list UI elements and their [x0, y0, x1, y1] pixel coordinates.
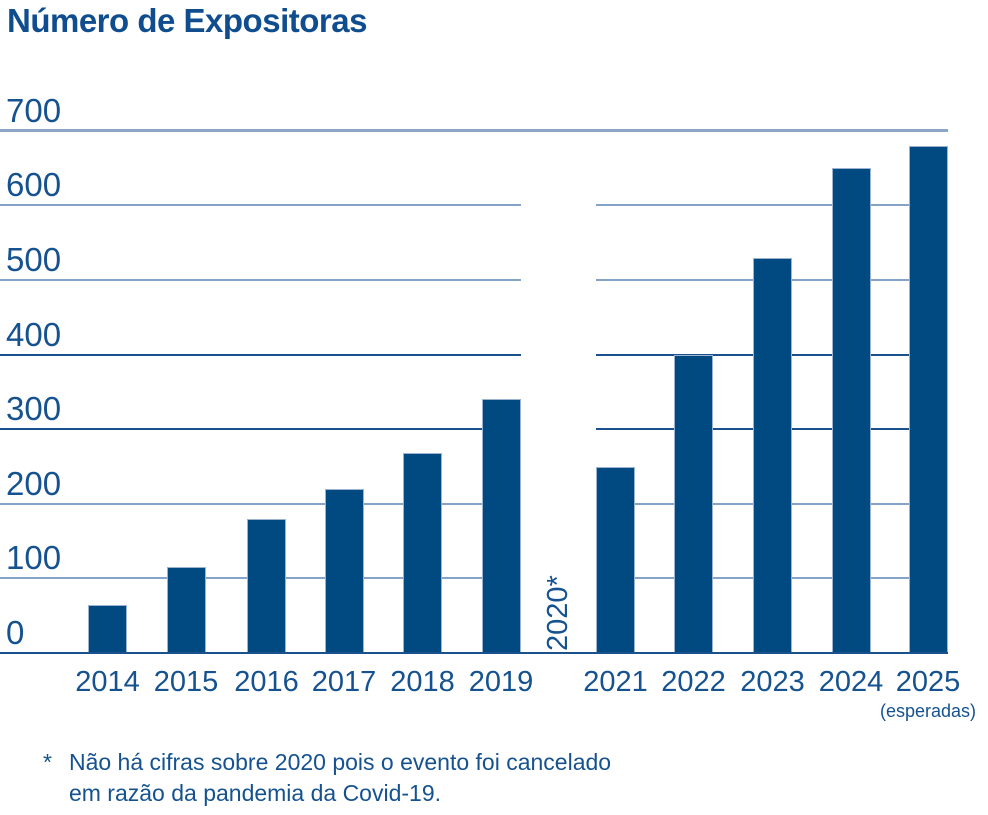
- x-axis-label-2023: 2023: [740, 666, 805, 698]
- footnote-asterisk: *: [43, 749, 52, 775]
- bar-2021: [596, 466, 635, 653]
- bar-2022: [674, 354, 713, 653]
- bar-2014: [88, 604, 127, 653]
- x-axis-label-2016: 2016: [234, 666, 299, 698]
- gridline-600-right: [596, 204, 948, 207]
- footnote: * Não há cifras sobre 2020 pois o evento…: [43, 747, 611, 809]
- footnote-text: Não há cifras sobre 2020 pois o evento f…: [69, 747, 611, 809]
- footnote-line-1: Não há cifras sobre 2020 pois o evento f…: [68, 749, 612, 775]
- bar-2015: [166, 567, 206, 653]
- y-axis-label-700: 700: [6, 91, 62, 129]
- x-axis-label-2019: 2019: [468, 666, 534, 698]
- y-axis-label-400: 400: [6, 315, 62, 353]
- footnote-line-2: em razão da pandemia da Covid-19.: [68, 780, 442, 806]
- bar-2018: [403, 453, 442, 653]
- y-axis-label-600: 600: [6, 166, 62, 204]
- chart-title: Número de Expositoras: [7, 2, 367, 39]
- bar-chart: 0 100 200 300 400 500 600 700 2014 2015 2016 2017 20…: [0, 91, 977, 721]
- y-axis-label-0: 0: [6, 614, 25, 651]
- gridline-600-left: [0, 204, 521, 207]
- bar-2019: [481, 399, 521, 653]
- x-axis-label-2021: 2021: [583, 666, 648, 698]
- x-axis-label-2024: 2024: [818, 666, 884, 698]
- x-axis-label-2025: 2025: [895, 666, 961, 698]
- x-axis-label-2014: 2014: [75, 666, 140, 698]
- gridline-500-left: [0, 279, 521, 281]
- bar-2025: [908, 145, 948, 653]
- y-axis-label-100: 100: [6, 539, 62, 577]
- bar-2023: [753, 257, 792, 653]
- x-axis-label-2018: 2018: [390, 666, 455, 698]
- y-axis-label-300: 300: [6, 390, 62, 428]
- x-axis-label-2020-cancelled: 2020*: [542, 575, 574, 651]
- gridline-200-left: [0, 502, 521, 505]
- x-axis-label-2022: 2022: [661, 666, 726, 698]
- gridline-300-left: [0, 428, 521, 431]
- bar-2016: [247, 518, 286, 653]
- gridline-0: [0, 652, 948, 654]
- y-axis-label-500: 500: [6, 241, 62, 278]
- x-axis-label-2015: 2015: [153, 666, 219, 698]
- gridline-400-left: [0, 353, 521, 356]
- bar-2024: [831, 168, 871, 653]
- x-axis-label-2017: 2017: [311, 666, 377, 698]
- esperadas-annotation: (esperadas): [879, 701, 977, 721]
- y-axis-label-200: 200: [6, 464, 62, 502]
- bar-2017: [324, 488, 364, 653]
- gridline-700: [0, 129, 948, 133]
